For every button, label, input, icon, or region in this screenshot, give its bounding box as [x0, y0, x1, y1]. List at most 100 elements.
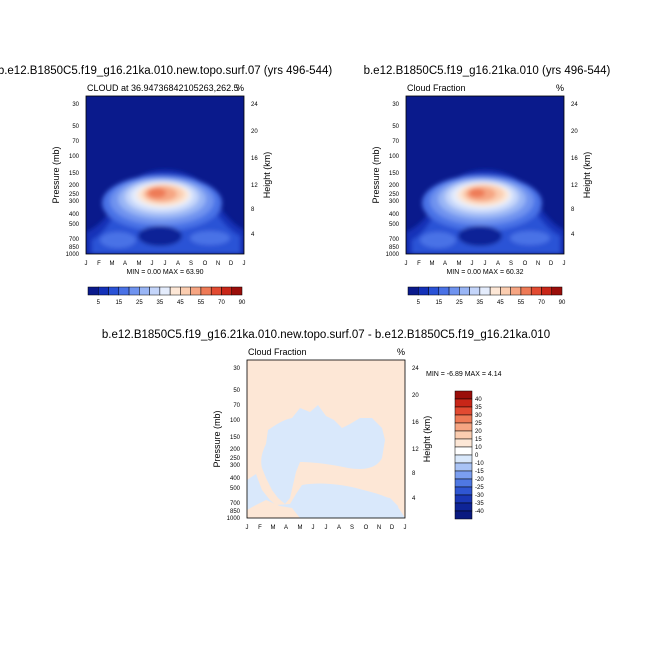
tick-label: 24 [571, 102, 578, 108]
colorbar-swatch [510, 286, 522, 296]
panel-2-right-label: % [556, 83, 564, 93]
tick-label: 12 [251, 183, 258, 189]
tick-label: 16 [571, 156, 578, 162]
colorbar-swatch [190, 286, 202, 296]
colorbar-label: -15 [475, 469, 484, 475]
tick-label: J [85, 261, 88, 267]
colorbar-swatch [454, 446, 473, 456]
colorbar-label: 30 [475, 413, 482, 419]
tick-label: M [298, 525, 303, 531]
tick-label: 4 [571, 232, 575, 238]
tick-label: 20 [571, 129, 578, 135]
colorbar-label: 5 [97, 300, 101, 306]
tick-label: M [137, 261, 142, 267]
tick-label: J [312, 525, 315, 531]
panel-3-title: b.e12.B1850C5.f19_g16.21ka.010.new.topo.… [102, 329, 550, 341]
tick-label: J [471, 261, 474, 267]
tick-label: 12 [412, 447, 419, 453]
tick-label: J [243, 261, 246, 267]
colorbar-swatch [479, 286, 491, 296]
tick-label: 8 [251, 207, 255, 213]
tick-label: S [189, 261, 193, 267]
colorbar-swatch [454, 414, 473, 424]
tick-label: S [350, 525, 354, 531]
panel-3-field [247, 360, 405, 518]
colorbar-swatch [454, 438, 473, 448]
tick-label: D [390, 525, 395, 531]
colorbar-swatch [438, 286, 450, 296]
colorbar-swatch [210, 286, 222, 296]
tick-label: 100 [389, 154, 400, 160]
tick-label: J [484, 261, 487, 267]
colorbar-swatch [454, 478, 473, 488]
tick-label: 250 [69, 192, 80, 198]
colorbar-swatch [520, 286, 532, 296]
colorbar-label: 5 [417, 300, 421, 306]
colorbar-label: 70 [218, 300, 225, 306]
tick-label: 30 [233, 366, 240, 372]
tick-label: F [258, 525, 262, 531]
tick-label: J [151, 261, 154, 267]
tick-label: M [430, 261, 435, 267]
colorbar-swatch [448, 286, 460, 296]
tick-label: J [164, 261, 167, 267]
panel-1-left-label: CLOUD at 36.94736842105263,262.5 [87, 83, 239, 93]
colorbar-swatch [454, 486, 473, 496]
colorbar-label: 55 [518, 300, 525, 306]
tick-label: 400 [389, 212, 400, 218]
tick-label: 150 [69, 171, 80, 177]
tick-label: 850 [230, 509, 241, 515]
tick-label: 70 [233, 403, 240, 409]
panel-2-title: b.e12.B1850C5.f19_g16.21ka.010 (yrs 496-… [364, 65, 611, 77]
tick-label: 24 [412, 366, 419, 372]
colorbar-label: 45 [177, 300, 184, 306]
colorbar-swatch [454, 502, 473, 512]
panel-3-right-label: % [397, 347, 405, 357]
tick-label: 200 [69, 183, 80, 189]
tick-label: J [563, 261, 566, 267]
colorbar-swatch [407, 286, 419, 296]
tick-label: J [325, 525, 328, 531]
tick-label: 50 [392, 124, 399, 130]
panel-1-stats: MIN = 0.00 MAX = 63.90 [126, 269, 203, 276]
tick-label: N [536, 261, 540, 267]
colorbar-swatch [108, 286, 120, 296]
colorbar-swatch [454, 510, 473, 520]
colorbar-swatch [149, 286, 161, 296]
tick-label: 300 [230, 463, 241, 469]
panel-1-title: b.e12.B1850C5.f19_g16.21ka.010.new.topo.… [0, 65, 332, 77]
panel-1-x-ticks: J F M A M J J A S O N D J [85, 261, 246, 267]
colorbar-swatch [98, 286, 109, 296]
tick-label: J [405, 261, 408, 267]
colorbar-swatch [541, 286, 552, 296]
colorbar-swatch [118, 286, 130, 296]
colorbar-label: -30 [475, 493, 484, 499]
tick-label: 12 [571, 183, 578, 189]
tick-label: 400 [69, 212, 80, 218]
panel-1-field [86, 96, 244, 254]
colorbar-label: -10 [475, 461, 484, 467]
colorbar-swatch [169, 286, 181, 296]
colorbar-swatch [454, 390, 473, 400]
colorbar-swatch [87, 286, 99, 296]
colorbar-swatch [454, 470, 473, 480]
tick-label: O [203, 261, 208, 267]
tick-label: D [229, 261, 234, 267]
colorbar-label: 0 [475, 453, 479, 459]
tick-label: 4 [412, 496, 416, 502]
tick-label: 700 [230, 501, 241, 507]
colorbar-swatch [231, 286, 243, 296]
colorbar-swatch [221, 286, 232, 296]
panel-3: b.e12.B1850C5.f19_g16.21ka.010.new.topo.… [102, 329, 550, 531]
tick-label: 500 [230, 486, 241, 492]
colorbar-label: 25 [136, 300, 143, 306]
tick-label: A [284, 525, 288, 531]
panel-3-left-label: Cloud Fraction [248, 347, 307, 357]
colorbar-swatch [454, 430, 473, 440]
tick-label: A [443, 261, 447, 267]
colorbar-label: 70 [538, 300, 545, 306]
colorbar-swatch [500, 286, 511, 296]
panel-2-field [406, 96, 564, 254]
colorbar-swatch [418, 286, 429, 296]
colorbar-swatch [489, 286, 501, 296]
